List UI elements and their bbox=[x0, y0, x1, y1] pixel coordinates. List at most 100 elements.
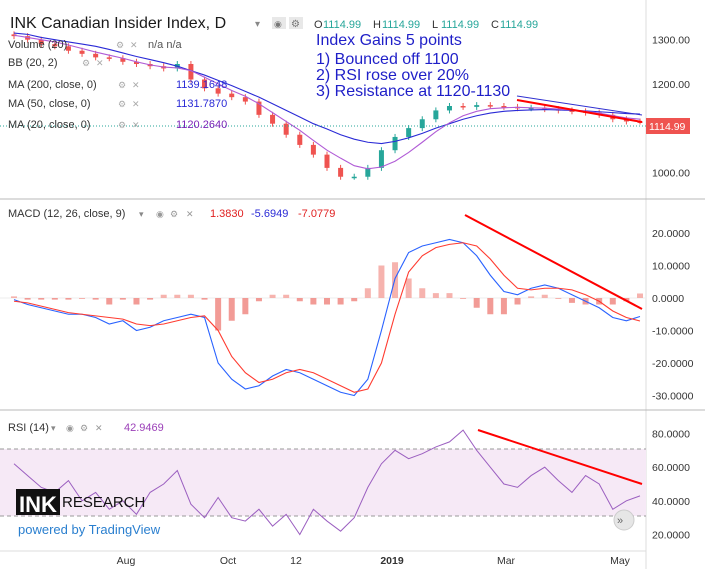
double-chevron-right-icon[interactable]: » bbox=[617, 515, 623, 527]
ohlc-key: L bbox=[432, 19, 438, 31]
macd-histogram-bar bbox=[38, 298, 45, 300]
gear-icon[interactable]: ⚙ bbox=[118, 120, 126, 130]
price-candle bbox=[446, 106, 452, 111]
gear-icon[interactable]: ⚙ bbox=[118, 80, 126, 90]
macd-y-tick-label: 20.0000 bbox=[652, 228, 690, 240]
ohlc-key: C bbox=[491, 19, 499, 31]
macd-histogram-bar bbox=[364, 288, 371, 298]
settings-icon-group[interactable]: ◉ ⚙ bbox=[272, 17, 303, 30]
macd-y-tick-label: -20.0000 bbox=[652, 358, 694, 370]
macd-y-tick-label: -10.0000 bbox=[652, 326, 694, 338]
annotation-line-1: Index Gains 5 points bbox=[316, 32, 462, 49]
logo-ink: INK bbox=[19, 492, 57, 517]
x-tick-label: 2019 bbox=[380, 555, 404, 567]
ohlc-key: O bbox=[314, 19, 323, 31]
gear-icon[interactable]: ⚙ bbox=[116, 40, 124, 50]
price-candle bbox=[202, 79, 208, 89]
price-candle bbox=[433, 110, 439, 120]
price-candle bbox=[569, 110, 575, 112]
price-candle bbox=[229, 93, 235, 98]
x-tick-label: Aug bbox=[117, 555, 136, 567]
macd-histogram-bar bbox=[378, 265, 385, 298]
price-candle bbox=[351, 176, 357, 179]
close-icon[interactable]: ✕ bbox=[132, 120, 140, 130]
last-price-value: 1114.99 bbox=[649, 121, 686, 133]
macd-histogram-bar bbox=[541, 294, 548, 298]
macd-value-1: 1.3830 bbox=[210, 208, 244, 220]
macd-histogram-bar bbox=[147, 298, 154, 300]
macd-histogram-bar bbox=[487, 298, 494, 315]
ma50-line bbox=[13, 32, 641, 145]
macd-header: MACD (12, 26, close, 9) ▾ ◉ ⚙ ✕ 1.3830 -… bbox=[8, 208, 335, 220]
gear-icon[interactable]: ⚙ bbox=[291, 19, 300, 30]
macd-histogram-bar bbox=[432, 293, 439, 298]
x-tick-label: May bbox=[610, 555, 631, 567]
macd-value-2: -5.6949 bbox=[251, 208, 288, 220]
price-candle bbox=[378, 150, 384, 168]
macd-y-tick-label: 0.0000 bbox=[652, 293, 684, 305]
scroll-to-end-button[interactable]: » bbox=[613, 509, 635, 531]
gear-icon[interactable]: ⚙ bbox=[80, 423, 88, 433]
price-candle bbox=[93, 53, 99, 58]
rsi-label: RSI (14) bbox=[8, 422, 49, 434]
eye-icon[interactable]: ◉ bbox=[66, 423, 74, 433]
macd-histogram-bar bbox=[528, 296, 535, 298]
powered-by-text: powered by TradingView bbox=[18, 522, 161, 537]
gear-icon[interactable]: ⚙ bbox=[82, 58, 90, 68]
close-icon[interactable]: ✕ bbox=[95, 423, 103, 433]
macd-histogram-bar bbox=[11, 296, 17, 298]
macd-histogram-bar bbox=[514, 298, 521, 305]
macd-histogram-bar bbox=[269, 294, 276, 298]
price-candle bbox=[297, 134, 303, 145]
macd-histogram-bar bbox=[500, 298, 507, 315]
eye-icon[interactable]: ◉ bbox=[274, 19, 282, 29]
macd-histogram-bar bbox=[187, 294, 194, 298]
ma200-trendline bbox=[516, 95, 643, 116]
rsi-band bbox=[0, 449, 646, 516]
macd-pane: -30.0000 -20.0000 -10.0000 0.0000 10.0000 20.… bbox=[0, 214, 694, 403]
price-candle bbox=[623, 119, 629, 122]
close-icon[interactable]: ✕ bbox=[132, 99, 140, 109]
price-y-tick-label: 1200.00 bbox=[652, 79, 690, 91]
price-candle bbox=[270, 114, 276, 124]
price-candle bbox=[79, 50, 85, 54]
gear-icon[interactable]: ⚙ bbox=[118, 99, 126, 109]
price-candle bbox=[283, 123, 289, 135]
annotation-line-2: 1) Bounced off 1100 bbox=[316, 51, 459, 68]
macd-histogram-bar bbox=[119, 298, 126, 300]
indicator-value: 1120.2640 bbox=[176, 119, 227, 131]
price-candle bbox=[528, 107, 534, 110]
close-icon[interactable]: ✕ bbox=[132, 80, 140, 90]
eye-icon[interactable]: ◉ bbox=[156, 209, 164, 219]
price-candle bbox=[501, 106, 507, 108]
rsi-y-tick-label: 60.0000 bbox=[652, 462, 690, 474]
chevron-down-icon[interactable]: ▾ bbox=[139, 209, 144, 219]
macd-histogram-bar bbox=[351, 298, 358, 302]
macd-y-tick-label: 10.0000 bbox=[652, 261, 690, 273]
price-candle bbox=[133, 61, 139, 64]
close-icon[interactable]: ✕ bbox=[96, 58, 104, 68]
rsi-value: 42.9469 bbox=[124, 422, 164, 434]
price-candle bbox=[188, 64, 194, 80]
x-tick-label: Mar bbox=[497, 555, 516, 567]
close-icon[interactable]: ✕ bbox=[186, 209, 194, 219]
last-price-tag bbox=[646, 118, 690, 134]
gear-icon[interactable]: ⚙ bbox=[170, 209, 178, 219]
macd-histogram-bar bbox=[92, 298, 99, 300]
indicator-value: 1139.1648 bbox=[176, 79, 227, 91]
close-icon[interactable]: ✕ bbox=[130, 40, 138, 50]
x-tick-label: 12 bbox=[290, 555, 302, 567]
ohlc-value: 1114.99 bbox=[441, 19, 479, 31]
chevron-down-icon[interactable]: ▾ bbox=[51, 423, 56, 433]
price-header: INK Canadian Insider Index, D ▾ ◉ ⚙ O 111… bbox=[10, 15, 538, 32]
price-candle bbox=[256, 101, 262, 115]
annotation-line-4: 3) Resistance at 1120-1130 bbox=[316, 83, 510, 100]
price-candle bbox=[65, 46, 71, 51]
ohlc-value: 1114.99 bbox=[500, 19, 538, 31]
macd-histogram-bar bbox=[133, 298, 140, 305]
chevron-down-icon[interactable]: ▾ bbox=[255, 19, 260, 30]
indicator-value: n/a n/a bbox=[148, 39, 183, 51]
ohlc-key: H bbox=[373, 19, 381, 31]
